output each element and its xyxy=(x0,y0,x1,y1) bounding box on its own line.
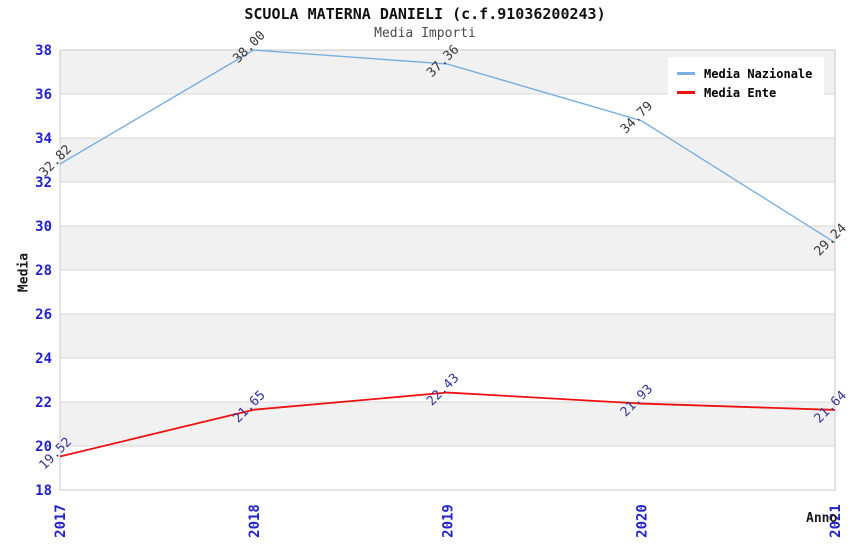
point-label: 34.79 xyxy=(618,99,656,137)
y-tick-label: 22 xyxy=(35,395,52,411)
series-line-media-nazionale xyxy=(59,49,836,244)
legend-item-media-nazionale: Media Nazionale xyxy=(677,64,812,83)
x-tick-label: 2021 xyxy=(828,504,844,538)
x-tick-label: 2018 xyxy=(247,504,263,538)
y-axis-title: Media xyxy=(16,252,32,293)
legend-item-media-ente: Media Ente xyxy=(677,83,812,102)
y-tick-label: 28 xyxy=(35,263,52,279)
y-tick-label: 26 xyxy=(35,307,52,323)
legend-label-nazionale: Media Nazionale xyxy=(704,66,813,81)
y-tick-label: 34 xyxy=(35,131,52,147)
legend-swatch-nazionale-icon xyxy=(677,72,695,75)
legend: Media Nazionale Media Ente xyxy=(668,57,825,109)
y-tick-label: 32 xyxy=(35,175,52,191)
chart-title: SCUOLA MATERNA DANIELI (c.f.91036200243) xyxy=(244,5,606,23)
y-tick-label: 38 xyxy=(35,43,52,59)
chart-subtitle: Media Importi xyxy=(374,26,476,41)
y-tick-label: 24 xyxy=(35,351,52,367)
series-line-media-ente xyxy=(59,391,836,458)
legend-label-ente: Media Ente xyxy=(704,85,777,100)
plot-band xyxy=(60,402,835,446)
y-tick-label: 18 xyxy=(35,483,52,499)
y-tick-label: 30 xyxy=(35,219,52,235)
y-tick-label: 20 xyxy=(35,439,52,455)
plot-band xyxy=(60,314,835,358)
x-axis-title: Anno xyxy=(806,511,838,526)
x-tick-label: 2020 xyxy=(634,504,650,538)
plot-border xyxy=(59,49,836,491)
x-tick-label: 2019 xyxy=(441,504,457,538)
plot-band xyxy=(60,226,835,270)
legend-swatch-ente-icon xyxy=(677,91,695,94)
plot-band xyxy=(60,138,835,182)
x-tick-label: 2017 xyxy=(53,504,69,538)
y-tick-label: 36 xyxy=(35,87,52,103)
